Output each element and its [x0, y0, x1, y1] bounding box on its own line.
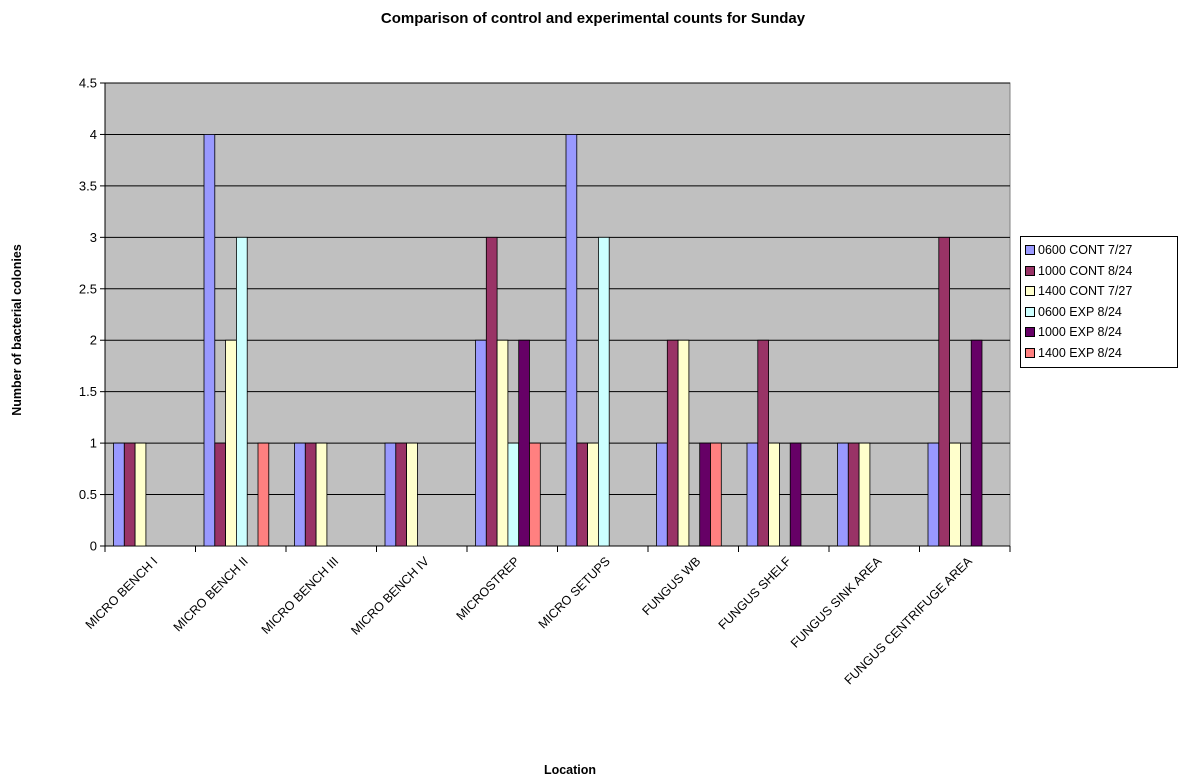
bar	[406, 442, 418, 547]
bar	[677, 339, 690, 547]
bar	[656, 442, 668, 547]
legend-swatch	[1025, 327, 1035, 338]
bar	[384, 442, 397, 547]
legend-swatch	[1025, 245, 1035, 256]
y-axis-label: Number of bacterial colonies	[10, 244, 24, 416]
bar	[938, 236, 950, 547]
bar	[768, 442, 780, 547]
bar	[518, 339, 530, 547]
legend-item: 0600 CONT 7/27	[1025, 240, 1173, 261]
bar	[565, 134, 578, 547]
legend-item: 1400 EXP 8/24	[1025, 343, 1173, 364]
x-tick-label: FUNGUS SINK AREA	[788, 554, 885, 651]
bar	[970, 339, 983, 547]
y-tick-label: 2.5	[79, 281, 97, 296]
legend: 0600 CONT 7/27 1000 CONT 8/24 1400 CONT 7/…	[1020, 236, 1178, 368]
y-tick-label: 3	[90, 230, 97, 245]
bar	[949, 442, 961, 547]
bar	[235, 236, 248, 547]
legend-swatch	[1025, 265, 1035, 276]
x-tick-label: MICRO BENCH II	[171, 554, 251, 634]
bar	[485, 236, 498, 547]
y-tick-label: 1	[90, 436, 97, 451]
bar	[203, 134, 216, 547]
legend-label: 1000 CONT 8/24	[1038, 263, 1133, 278]
bar	[507, 442, 520, 547]
bar	[294, 442, 306, 547]
legend-item: 1000 EXP 8/24	[1025, 322, 1173, 343]
bar	[113, 442, 125, 547]
x-axis-label: Location	[543, 763, 597, 777]
y-tick-label: 4	[90, 127, 97, 142]
bar	[529, 442, 541, 547]
legend-item: 0600 EXP 8/24	[1025, 302, 1173, 323]
bar	[598, 236, 610, 547]
bar	[576, 442, 588, 547]
legend-item: 1400 CONT 7/27	[1025, 281, 1173, 302]
bar	[395, 442, 407, 547]
y-tick-label: 0	[90, 539, 97, 554]
y-tick-label: 0.5	[79, 487, 97, 502]
bar	[746, 442, 759, 547]
bar	[315, 442, 328, 547]
legend-swatch	[1025, 286, 1035, 297]
bar	[666, 339, 679, 547]
legend-label: 1400 EXP 8/24	[1038, 345, 1122, 360]
bar	[837, 442, 849, 547]
legend-label: 1000 EXP 8/24	[1038, 325, 1122, 340]
legend-swatch	[1025, 347, 1035, 358]
bar	[225, 339, 237, 547]
bar	[496, 339, 509, 547]
x-tick-label: MICRO BENCH IV	[348, 554, 432, 638]
x-tick-label: MICRO SETUPS	[536, 554, 613, 631]
legend-item: 1000 CONT 8/24	[1025, 261, 1173, 282]
bar	[475, 339, 487, 547]
bar	[123, 442, 136, 547]
x-tick-label: FUNGUS SHELF	[716, 554, 794, 632]
chart-title: Comparison of control and experimental c…	[380, 10, 806, 27]
bar	[587, 442, 599, 547]
legend-label: 0600 CONT 7/27	[1038, 243, 1133, 258]
bar	[710, 442, 722, 547]
x-tick-label: FUNGUS WB	[639, 554, 703, 618]
bar	[214, 442, 227, 547]
legend-label: 0600 EXP 8/24	[1038, 304, 1122, 319]
legend-swatch	[1025, 306, 1035, 317]
x-tick-label: MICROSTREP	[454, 554, 523, 623]
bar	[304, 442, 317, 547]
y-tick-label: 2	[90, 333, 97, 348]
legend-label: 1400 CONT 7/27	[1038, 284, 1133, 299]
bar	[699, 442, 711, 547]
bar	[134, 442, 147, 547]
x-tick-label: MICRO BENCH III	[259, 554, 342, 637]
y-tick-label: 1.5	[79, 384, 97, 399]
y-tick-label: 3.5	[79, 178, 97, 193]
bar	[789, 442, 802, 547]
bar	[757, 339, 769, 547]
x-tick-label: MICRO BENCH I	[83, 554, 161, 632]
bar	[858, 442, 871, 547]
y-tick-label: 4.5	[79, 76, 97, 91]
bar	[257, 442, 270, 547]
bar	[927, 442, 940, 547]
bar	[847, 442, 860, 547]
